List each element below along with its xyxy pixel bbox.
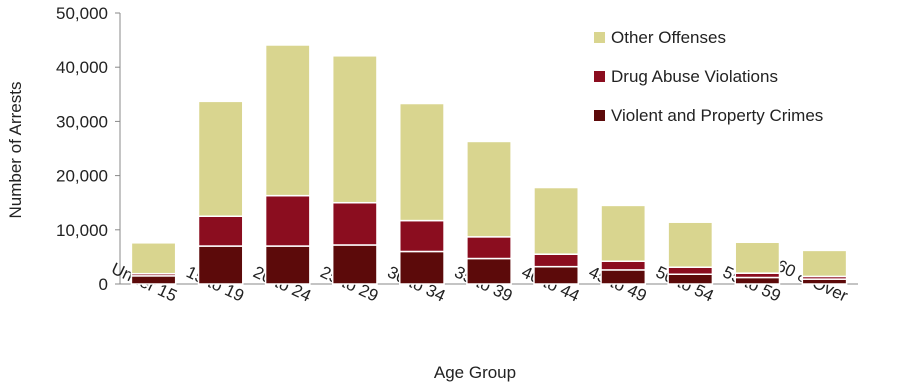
y-axis-title: Number of Arrests	[6, 82, 25, 219]
bar-segment	[600, 260, 647, 271]
bar-segment	[264, 44, 311, 197]
bar-segment	[399, 102, 445, 222]
bar-segment	[197, 100, 244, 217]
bar-segment	[466, 257, 512, 285]
bar-segment	[667, 273, 714, 285]
y-tick-label: 30,000	[56, 112, 108, 131]
legend-label: Drug Abuse Violations	[611, 67, 778, 86]
bar-segment	[130, 242, 177, 275]
bar-segment	[466, 140, 512, 238]
y-tick-label: 20,000	[56, 167, 108, 186]
bar-segment	[331, 55, 378, 204]
bar-segment	[399, 219, 445, 253]
bar-segment	[130, 275, 177, 285]
legend-swatch	[594, 110, 605, 121]
y-axis: 0 10,000 20,000 30,000 40,000 50,000	[56, 4, 121, 294]
y-tick-label: 0	[99, 275, 108, 294]
bar-segment	[734, 241, 781, 274]
bar-segment	[667, 221, 714, 268]
bar-segment	[399, 250, 445, 285]
bar-segment	[197, 245, 244, 285]
bar-segment	[533, 253, 579, 268]
bar-segment	[331, 201, 378, 246]
x-axis-title: Age Group	[434, 363, 516, 382]
bar-segment	[264, 245, 311, 285]
legend-swatch	[594, 32, 605, 43]
bar-segment	[533, 186, 579, 255]
y-tick-label: 10,000	[56, 221, 108, 240]
bar-segment	[734, 276, 781, 285]
bar-segment	[197, 215, 244, 247]
y-tick-label: 40,000	[56, 58, 108, 77]
legend-label: Violent and Property Crimes	[611, 106, 823, 125]
bar-segment	[801, 249, 848, 278]
bar-segment	[264, 194, 311, 247]
bar-segment	[331, 244, 378, 285]
bar-segment	[667, 266, 714, 275]
legend-label: Other Offenses	[611, 28, 726, 47]
bars	[130, 44, 848, 285]
bar-segment	[600, 269, 647, 285]
legend: Other Offenses Drug Abuse Violations Viole…	[594, 28, 823, 125]
bar-segment	[466, 236, 512, 260]
bar-segment	[533, 265, 579, 285]
y-tick-label: 50,000	[56, 4, 108, 23]
bar-segment	[600, 204, 647, 262]
legend-swatch	[594, 71, 605, 82]
